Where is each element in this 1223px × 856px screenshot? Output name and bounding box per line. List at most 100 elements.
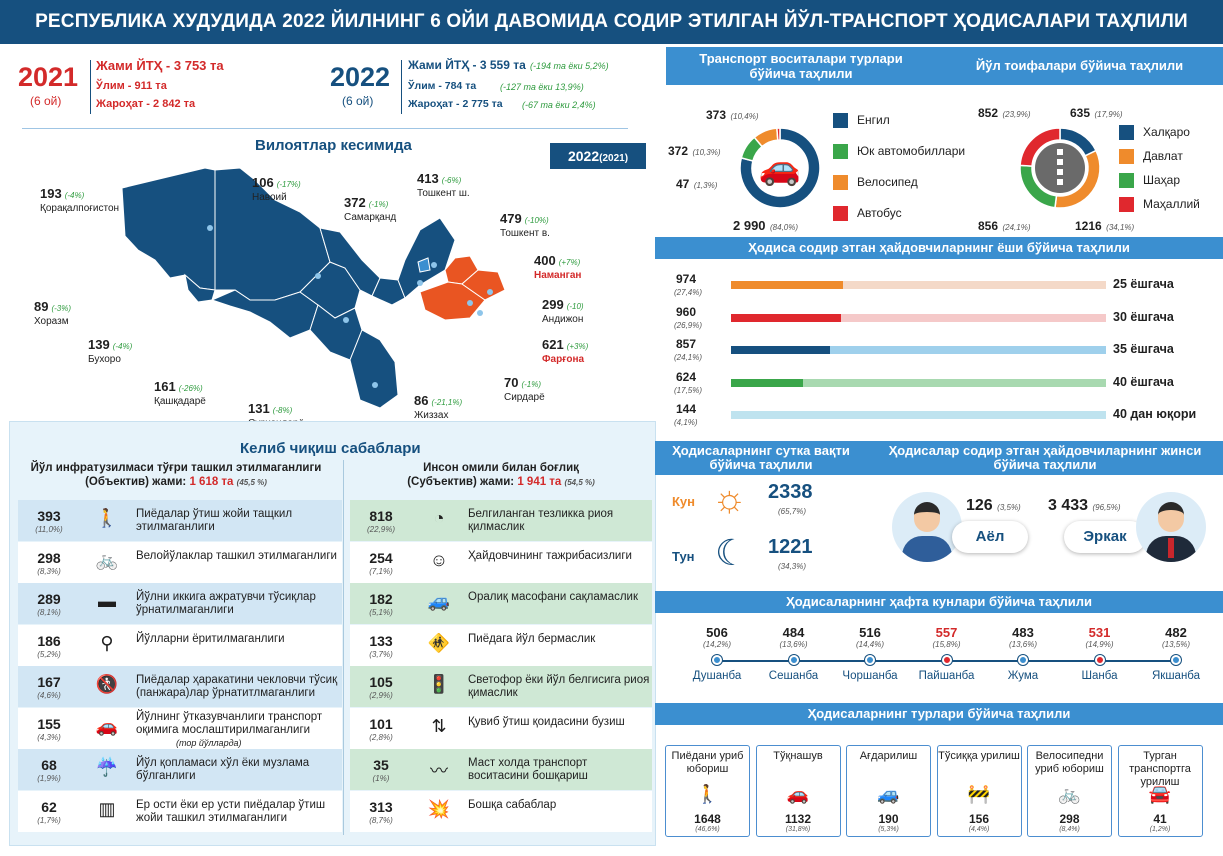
weekday-pct: (14,9%) <box>1085 640 1114 649</box>
accident-type-icon: 🚧 <box>967 784 991 804</box>
age-bar-track <box>731 346 1106 354</box>
cause-text: Светофор ёки йўл белгисига риоя қимаслик <box>468 674 650 699</box>
cause-value: 254 <box>369 549 393 566</box>
sun-icon: ☼ <box>712 478 747 520</box>
region-label: 400 (+7%) Наманган <box>534 252 581 281</box>
vehicle-label-1: 373 (10,4%) <box>706 108 759 122</box>
region-change: (-21,1%) <box>431 398 463 407</box>
driver-icon: ☺ <box>429 549 449 570</box>
age-bar <box>731 313 841 322</box>
region-name: Андижон <box>542 314 584 325</box>
age-bar <box>731 346 830 354</box>
region-label: 413 (-6%) Тошкент ш. <box>417 170 470 199</box>
female-avatar <box>892 492 962 562</box>
region-kashkadarya <box>309 304 363 361</box>
accident-type-pct: (1,2%) <box>1149 826 1171 833</box>
legend-swatch <box>1119 125 1134 140</box>
region-value: 89 <box>34 299 49 314</box>
divider <box>90 60 91 114</box>
age-bar <box>731 411 748 419</box>
cause-text: Ер ости ёки ер усти пиёдалар ўтиш жойи т… <box>136 798 326 824</box>
map-marker <box>477 310 483 316</box>
region-value: 86 <box>414 393 429 408</box>
region-label: 139 (-4%) Бухоро <box>88 336 132 365</box>
region-label: 161 (-26%) Қашқадарё <box>154 378 206 407</box>
drunk-driving-icon: 〰 <box>430 761 448 781</box>
legend-label: Халқаро <box>1143 125 1190 139</box>
legend-label: Енгил <box>857 113 890 127</box>
accident-type-icon: 🚲 <box>1058 784 1081 804</box>
weekday-dot <box>1018 655 1028 665</box>
accident-type-value: 298 <box>1059 812 1080 826</box>
objective-cause-row: 68 (1,9%) ☔ Йўл қопламаси хўл ёки музлама б… <box>18 749 342 790</box>
vehicle-label-3: 47 (1,3%) <box>676 177 718 191</box>
accident-type-icon: 🚶 <box>696 784 719 804</box>
weekday-pct: (15,8%) <box>932 640 961 649</box>
cause-value: 62 <box>41 798 57 815</box>
accident-type-title: Велосипедни уриб юбориш <box>1035 750 1104 775</box>
weekday-value: 531 <box>1088 625 1111 640</box>
accident-type-icon: 🚙 <box>877 784 900 804</box>
subjective-cause-row: 313 (8,7%) 💥 Бошқа сабаблар <box>350 790 652 832</box>
accident-type-value: 1132 <box>784 812 812 826</box>
underpass-icon: ▥ <box>98 798 116 819</box>
region-name: Самарқанд <box>344 212 397 223</box>
region-andijan <box>461 269 506 301</box>
cause-text: Велойўлаклар ташкил этилмаганлиги <box>136 549 337 562</box>
region-name: Навоий <box>252 192 287 203</box>
age-value: 144 <box>676 402 697 416</box>
weekday-dot <box>1171 655 1181 665</box>
period-2021: (6 ой) <box>30 94 62 108</box>
gender-title: Ҳодисалар содир этган ҳайдовчиларнинг жи… <box>867 441 1223 475</box>
region-change: (-3%) <box>51 304 72 313</box>
vehicle-label-2: 372 (10,3%) <box>668 144 721 158</box>
region-change: (-4%) <box>112 342 133 351</box>
region-fergana <box>419 281 486 321</box>
year-2021: 2021 <box>18 62 79 92</box>
age-value: 857 <box>676 337 697 351</box>
region-tashkent-viloyat <box>397 217 456 299</box>
cause-value: 133 <box>369 632 393 649</box>
accident-type-title: Тўсиққа урилиш <box>938 750 1020 762</box>
car-distance-icon: 🚙 <box>427 591 451 611</box>
weekday-column: 557 (15,8%) Пайшанба <box>912 625 982 682</box>
age-bar <box>731 281 843 289</box>
region-value: 139 <box>88 337 110 352</box>
weekday-label: Пайшанба <box>918 670 975 682</box>
region-label: 70 (-1%) Сирдарё <box>504 374 545 403</box>
region-name: Тошкент ш. <box>417 188 470 199</box>
uzbekistan-map <box>121 167 506 409</box>
region-value: 413 <box>417 171 439 186</box>
barrier-icon: ▬ <box>98 591 116 611</box>
region-change: (-4%) <box>64 191 85 200</box>
weekday-dot <box>941 655 952 665</box>
map-marker <box>343 317 349 323</box>
legend-swatch <box>833 144 848 159</box>
legend-swatch <box>1119 173 1134 188</box>
accident-type-value: 1648 <box>694 812 721 826</box>
weekday-dot <box>712 655 722 665</box>
male-label: Эркак <box>1064 521 1146 553</box>
cause-text: Йўлни иккига ажратувчи тўсиқлар ўрнатилм… <box>136 591 316 616</box>
weekday-dot <box>788 655 799 665</box>
regions-badge: 2022(2021) <box>550 143 646 169</box>
cause-note: (тор йўлларда) <box>176 737 242 748</box>
age-pct: (4,1%) <box>674 418 698 427</box>
cause-pct: (2,9%) <box>369 691 393 700</box>
weekday-label: Чоршанба <box>842 670 898 682</box>
cause-text: Пиёдага йўл бермаслик <box>468 632 596 645</box>
cause-pct: (1,9%) <box>37 774 61 783</box>
map-marker <box>372 382 378 388</box>
accident-type-pct: (5,3%) <box>878 826 899 833</box>
accident-type-card: Пиёдани уриб юбориш 🚶 1648 (46,6%) <box>665 745 750 837</box>
legend-swatch <box>1119 149 1134 164</box>
accident-type-card: Турган транспортга урилиш 🚘 41 (1,2%) <box>1117 745 1203 837</box>
objective-cause-row: 289 (8,1%) ▬ Йўлни иккига ажратувчи тўсиқла… <box>18 583 342 624</box>
region-name: Фарғона <box>542 354 585 365</box>
subjective-total: 1 941 та <box>517 476 562 488</box>
weekday-value: 516 <box>859 625 881 640</box>
streetlight-icon: ⚲ <box>100 632 114 653</box>
map-marker <box>417 280 423 286</box>
subjective-cause-row: 105 (2,9%) 🚦 Светофор ёки йўл белгисига рио… <box>350 666 652 707</box>
accident-type-value: 190 <box>878 812 899 826</box>
